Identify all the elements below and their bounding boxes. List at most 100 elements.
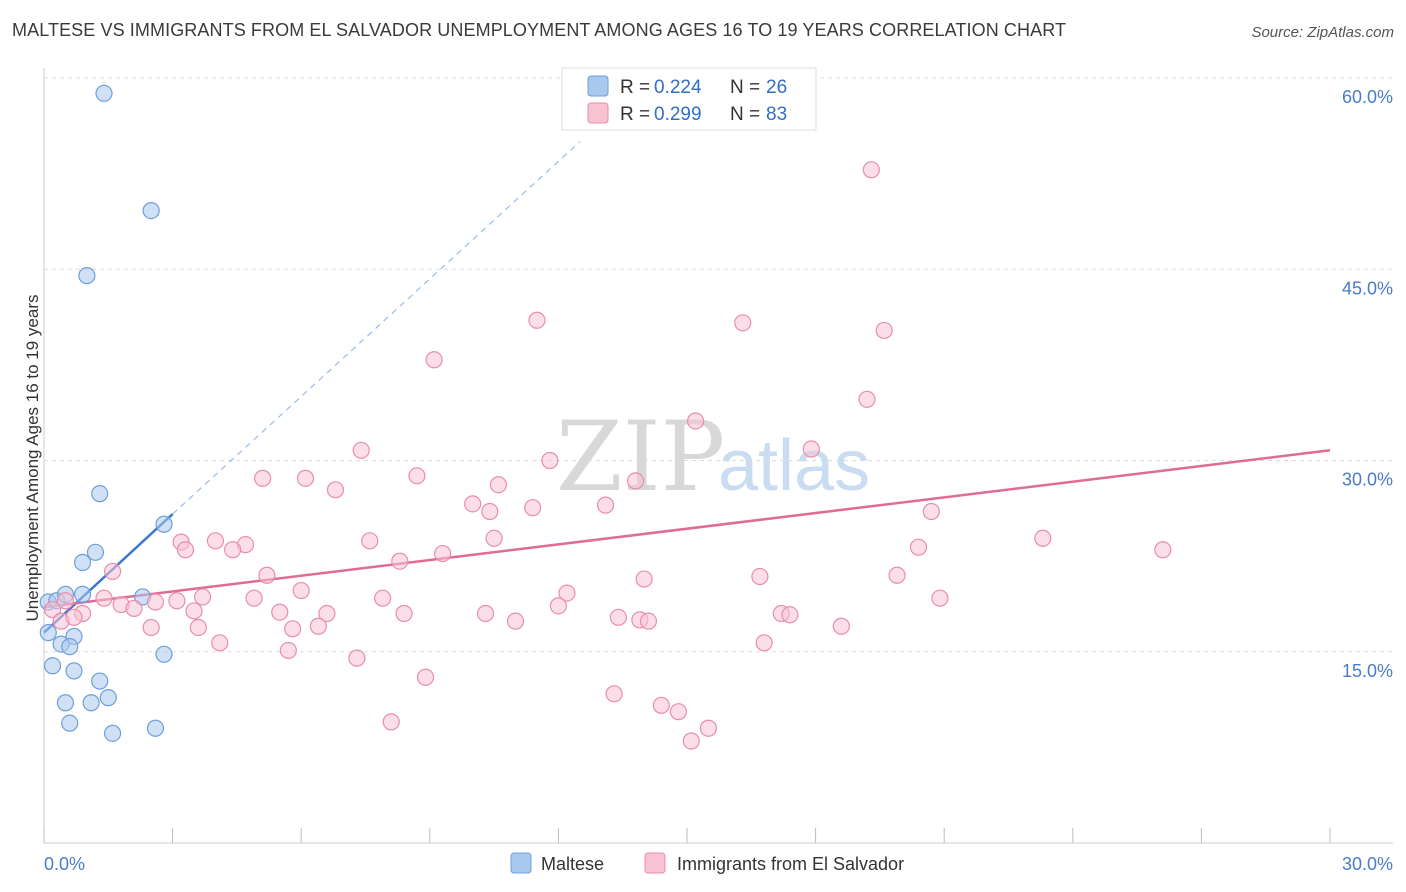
point-el-salvador-41 — [95, 589, 113, 607]
point-maltese-0 — [95, 84, 113, 102]
point-el-salvador-76 — [605, 685, 623, 703]
point-el-salvador-82 — [781, 606, 799, 624]
point-el-salvador-27 — [485, 529, 503, 547]
point-maltese-12 — [39, 624, 57, 642]
point-maltese-23 — [61, 714, 79, 732]
watermark: ZIP atlas — [556, 401, 870, 513]
trend-lines — [43, 141, 1331, 634]
point-el-salvador-30 — [1154, 541, 1172, 559]
legend-n-label-el-salvador: N = — [730, 104, 760, 125]
watermark-atlas: atlas — [718, 426, 870, 506]
point-el-salvador-1 — [862, 161, 880, 179]
point-maltese-22 — [99, 689, 117, 707]
legend-n-label-maltese: N = — [730, 77, 760, 98]
point-el-salvador-4 — [875, 321, 893, 340]
legend-swatch-el-salvador — [587, 102, 609, 124]
y-tick-label-0: 15.0% — [1342, 661, 1393, 681]
point-maltese-24 — [146, 719, 165, 737]
legend-r-label-maltese: R = — [620, 77, 650, 98]
point-el-salvador-48 — [43, 601, 62, 619]
point-el-salvador-65 — [65, 608, 83, 626]
point-maltese-6 — [73, 553, 92, 572]
point-el-salvador-69 — [309, 617, 327, 635]
axes — [43, 68, 1393, 844]
series-legend: Maltese Immigrants from El Salvador — [510, 852, 904, 874]
point-el-salvador-2 — [528, 311, 546, 329]
point-maltese-25 — [103, 724, 122, 742]
point-el-salvador-35 — [258, 566, 276, 584]
legend-r-value-el-salvador: 0.299 — [654, 104, 702, 125]
point-el-salvador-47 — [56, 592, 75, 610]
x-tick-label-min: 0.0% — [44, 854, 85, 874]
point-el-salvador-54 — [185, 602, 203, 620]
legend-n-value-maltese: 26 — [766, 77, 787, 98]
point-el-salvador-81 — [682, 732, 700, 750]
point-maltese-4 — [155, 515, 173, 533]
trend-line-el-salvador — [43, 449, 1331, 609]
point-maltese-21 — [82, 694, 100, 712]
point-el-salvador-72 — [279, 641, 297, 660]
series-legend-label-maltese: Maltese — [541, 854, 604, 874]
point-el-salvador-53 — [168, 592, 186, 610]
point-el-salvador-42 — [194, 588, 212, 606]
point-el-salvador-15 — [489, 476, 507, 494]
point-el-salvador-55 — [271, 603, 289, 621]
point-el-salvador-37 — [751, 567, 769, 586]
point-el-salvador-36 — [635, 570, 653, 588]
point-el-salvador-34 — [103, 562, 122, 581]
point-el-salvador-16 — [326, 481, 345, 499]
legend-r-value-maltese: 0.224 — [654, 77, 702, 98]
point-el-salvador-8 — [352, 441, 370, 459]
point-el-salvador-77 — [652, 696, 670, 714]
point-el-salvador-39 — [292, 581, 310, 600]
legend-swatch-maltese — [587, 75, 609, 97]
point-maltese-18 — [65, 662, 83, 680]
point-el-salvador-78 — [669, 703, 688, 721]
point-maltese-17 — [43, 657, 62, 675]
legend-r-label-el-salvador: R = — [620, 104, 650, 125]
gridlines — [44, 77, 1393, 653]
point-el-salvador-79 — [382, 713, 400, 731]
point-el-salvador-6 — [858, 390, 876, 408]
point-el-salvador-25 — [224, 541, 242, 559]
point-maltese-3 — [91, 485, 109, 503]
x-tick-label-max: 30.0% — [1342, 854, 1393, 874]
point-el-salvador-23 — [206, 532, 225, 550]
point-maltese-15 — [61, 638, 79, 656]
point-el-salvador-57 — [395, 604, 413, 623]
y-tick-label-1: 30.0% — [1342, 470, 1393, 490]
point-el-salvador-46 — [931, 589, 949, 607]
legend-n-value-el-salvador: 83 — [766, 104, 787, 125]
point-el-salvador-71 — [211, 634, 229, 652]
point-maltese-19 — [91, 672, 109, 690]
point-el-salvador-44 — [374, 589, 392, 607]
point-el-salvador-19 — [524, 499, 542, 517]
point-el-salvador-68 — [284, 620, 302, 638]
point-el-salvador-21 — [922, 502, 940, 521]
point-el-salvador-62 — [639, 612, 658, 630]
point-el-salvador-73 — [755, 634, 773, 652]
point-el-salvador-51 — [125, 599, 143, 618]
point-el-salvador-10 — [802, 440, 820, 458]
point-el-salvador-56 — [318, 604, 336, 623]
point-el-salvador-80 — [699, 719, 718, 737]
point-el-salvador-45 — [549, 597, 568, 615]
series-legend-label-el-salvador: Immigrants from El Salvador — [677, 854, 904, 874]
point-el-salvador-52 — [146, 593, 165, 611]
point-el-salvador-43 — [245, 589, 263, 607]
y-tick-label-2: 45.0% — [1342, 278, 1393, 298]
point-el-salvador-31 — [176, 541, 195, 559]
point-el-salvador-9 — [541, 451, 559, 470]
y-axis-label: Unemployment Among Ages 16 to 19 years — [23, 295, 42, 622]
point-el-salvador-38 — [888, 566, 906, 584]
point-el-salvador-28 — [909, 538, 928, 556]
point-el-salvador-66 — [142, 618, 160, 637]
point-el-salvador-11 — [254, 469, 272, 487]
point-el-salvador-29 — [1034, 529, 1052, 547]
point-el-salvador-5 — [425, 351, 443, 369]
point-el-salvador-40 — [558, 584, 576, 602]
source-label: Source: ZipAtlas.com — [1251, 24, 1394, 41]
correlation-legend: R = 0.224 N = 26 R = 0.299 N = 83 — [561, 67, 817, 131]
point-el-salvador-17 — [464, 495, 482, 513]
